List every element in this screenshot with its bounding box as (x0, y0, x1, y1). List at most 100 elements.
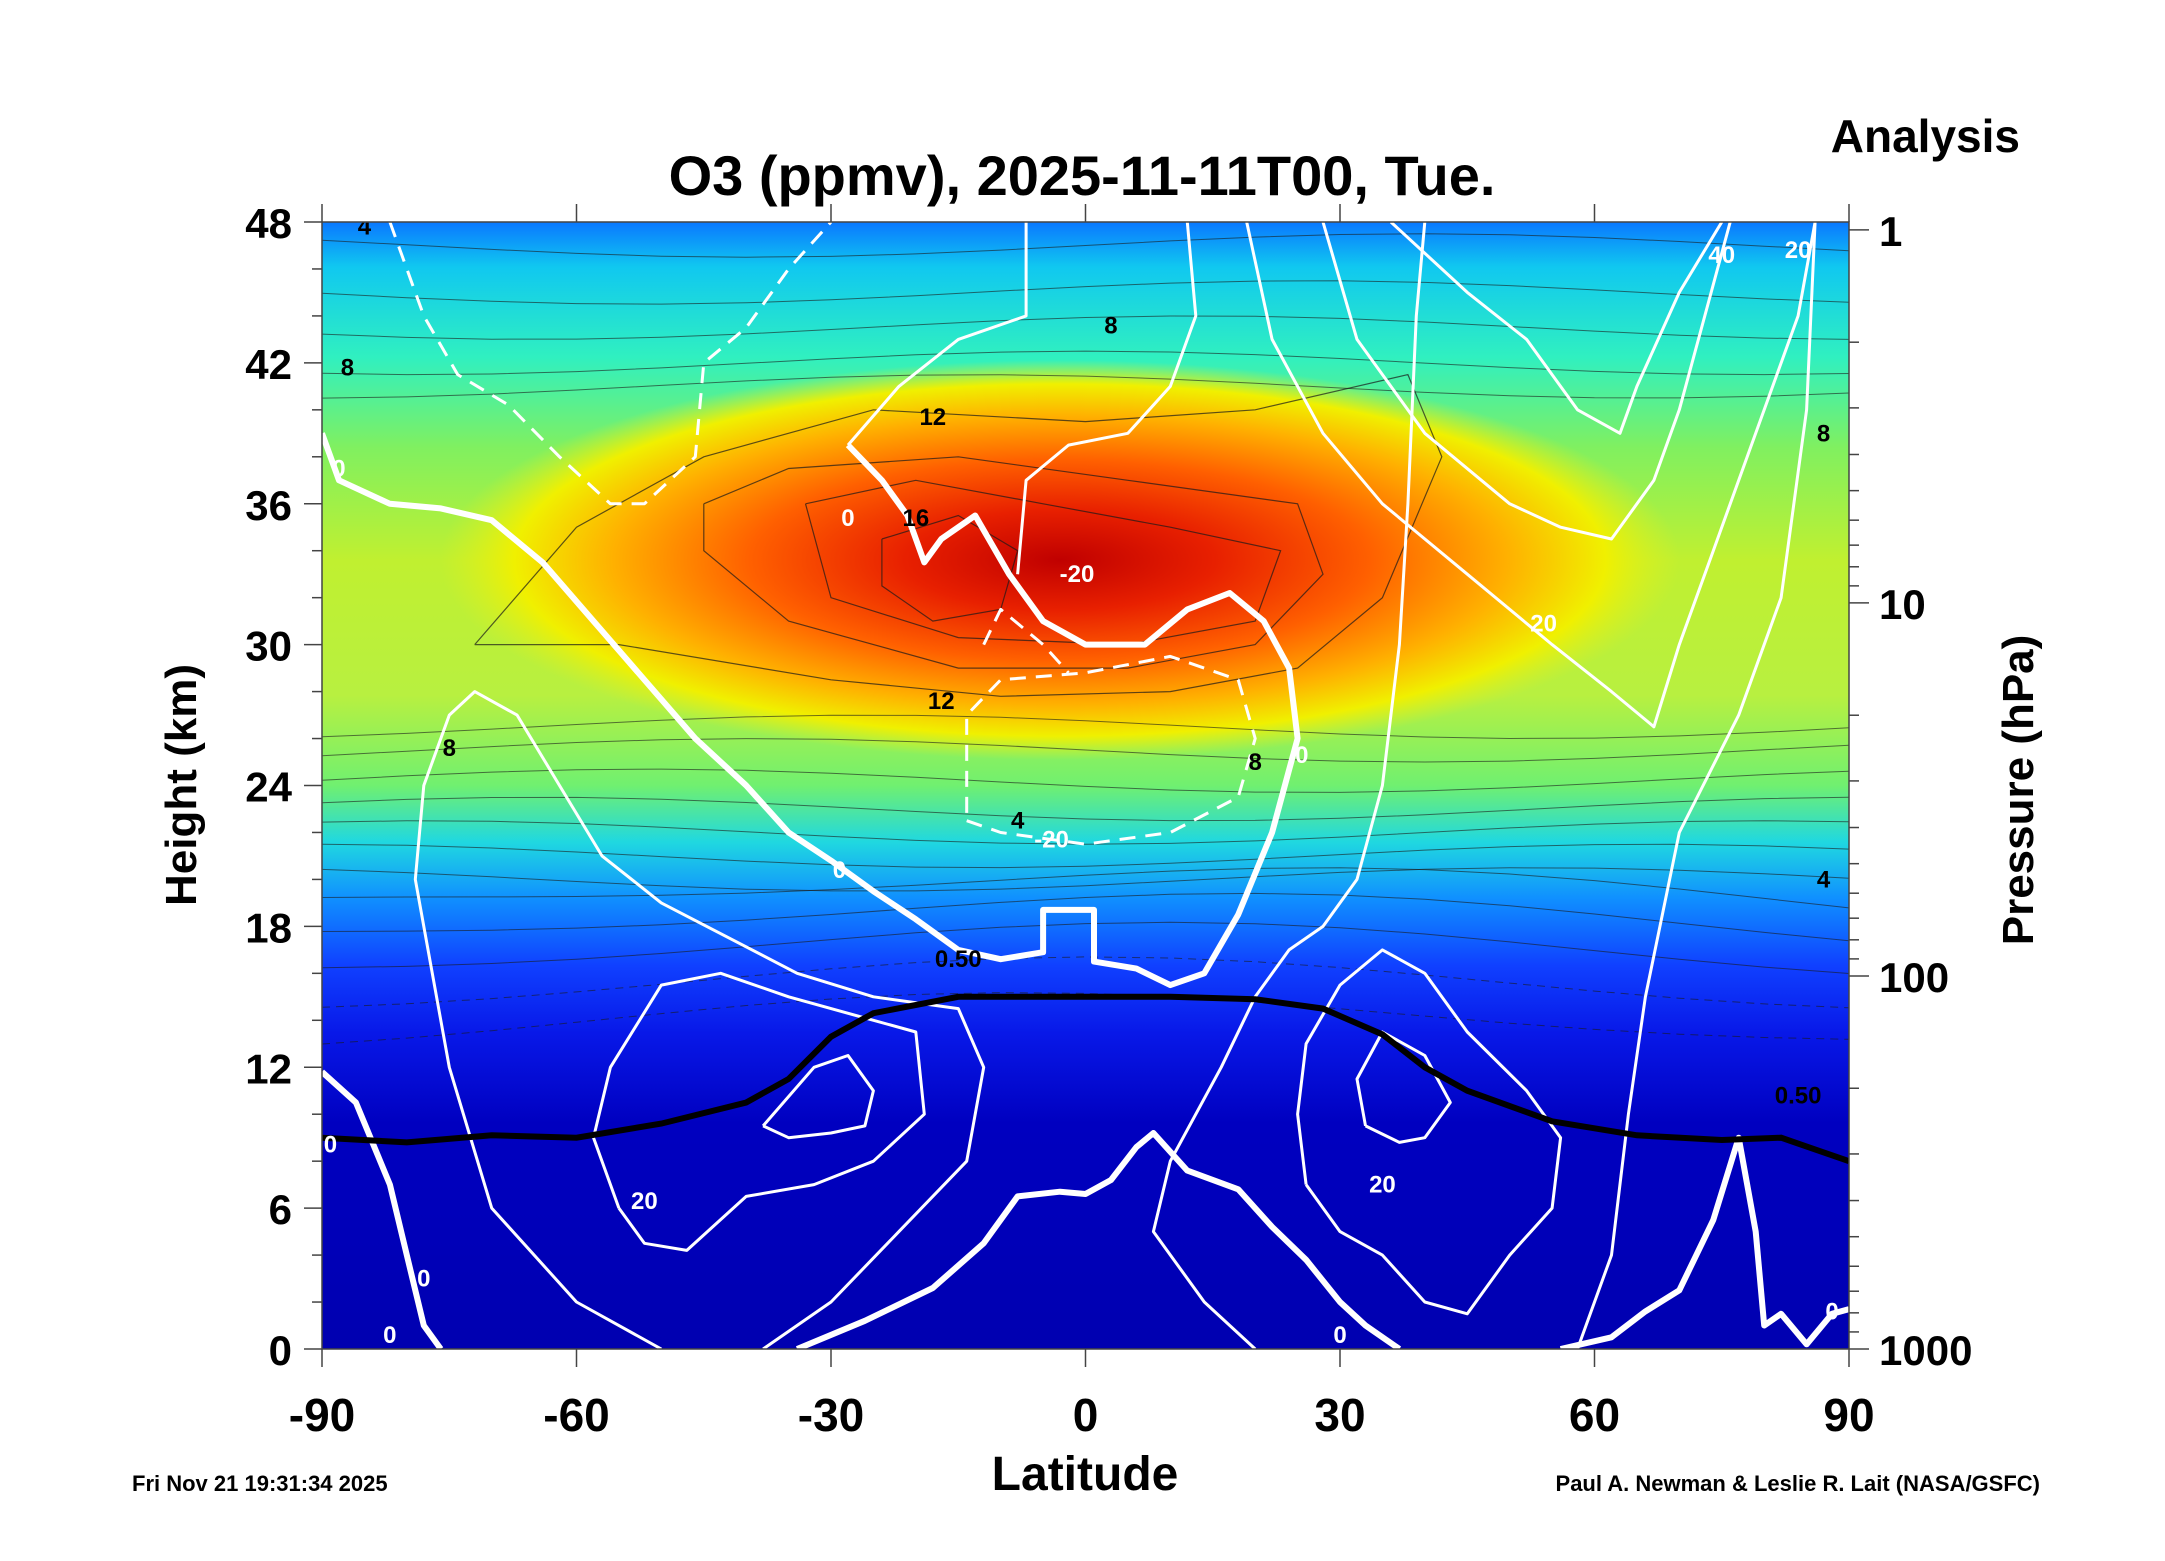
x-axis-label: Latitude (992, 1448, 1179, 1501)
ozone-contour-ring (474, 373, 1443, 697)
ozone-maximum-region (440, 360, 1680, 760)
wind-contour-label: 0 (417, 1266, 430, 1293)
ozone-contour-label: 8 (1248, 749, 1261, 776)
wind-contour-label: 20 (1785, 237, 1812, 264)
x-tick-label: 60 (1569, 1389, 1620, 1441)
ozone-contour-label: 8 (443, 735, 456, 762)
wind-contour--20 (388, 222, 833, 506)
y-tick-label: 42 (245, 341, 292, 388)
wind-contour-label: 0 (841, 505, 854, 532)
wind-contour-0 (322, 432, 1301, 989)
x-tick-label: 90 (1823, 1389, 1874, 1441)
wind-contour-20 (592, 971, 926, 1252)
y-tick-label: 18 (245, 904, 292, 951)
wind-contour-label: 0 (1825, 1298, 1838, 1325)
ozone-contour-label: 12 (928, 688, 955, 715)
wind-contour-0 (1559, 1134, 1849, 1349)
wind-contour--20 (982, 607, 1070, 674)
ozone-contour-label: 0.50 (935, 946, 982, 973)
ozone-contour-line (322, 768, 1849, 793)
x-tick-label: 30 (1314, 1389, 1365, 1441)
timestamp: Fri Nov 21 19:31:34 2025 (132, 1471, 388, 1496)
wind-contour--20 (965, 654, 1257, 846)
ozone-contour-line (322, 796, 1849, 822)
ozone-contour-label: 8 (1817, 420, 1830, 447)
wind-contour-20 (846, 222, 1028, 447)
x-tick-label: -90 (289, 1389, 355, 1441)
wind-contour-0 (795, 1130, 1402, 1349)
ozone-contour-line (322, 315, 1849, 340)
x-tick-label: 0 (1073, 1389, 1099, 1441)
ozone-contour-label: 0.50 (1775, 1082, 1822, 1109)
tropopause-line (322, 993, 1849, 1165)
y-tick-label: 30 (245, 623, 292, 670)
wind-contour-label: -20 (1060, 561, 1095, 588)
y-tick-label: 48 (245, 200, 292, 247)
ozone-contour-ring (703, 456, 1324, 669)
wind-contour-label: -20 (1034, 827, 1069, 854)
wind-contour-label: 0 (332, 456, 345, 483)
ozone-contour-line (322, 956, 1849, 1009)
wind-contour-label: 0 (324, 1132, 337, 1159)
wind-contour-40 (1245, 222, 1817, 729)
credit: Paul A. Newman & Leslie R. Lait (NASA/GS… (1556, 1471, 2040, 1496)
wind-contour-40 (761, 1054, 875, 1140)
wind-contour-20 (413, 690, 986, 1349)
wind-contour-label: 0 (383, 1322, 396, 1349)
wind-contour-label: 0 (1295, 742, 1308, 769)
contour-labels: 4 8 8 12 16 12 8 8 4 8 4 0.50 0.50 0 0 -20 40 20 20 0 -20 0 20… (324, 214, 1839, 1349)
y2-tick-label: 10 (1879, 581, 1926, 628)
ozone-contour-line (322, 921, 1849, 974)
wind-contour-20 (1151, 222, 1427, 1349)
analysis-label: Analysis (1831, 110, 2020, 162)
ozone-contour-line (322, 714, 1849, 740)
wind-contour-60 (1321, 222, 1732, 541)
ozone-contour-line (322, 350, 1849, 376)
ozone-contour-line (322, 867, 1849, 892)
wind-contour-80 (1389, 222, 1724, 435)
y2-tick-label: 100 (1879, 954, 1949, 1001)
wind-contour-20 (1016, 222, 1198, 575)
ozone-contour-line (322, 820, 1849, 845)
x-tick-label: -60 (543, 1389, 609, 1441)
y-tick-label: 0 (269, 1327, 292, 1374)
ozone-contour-label: 4 (1817, 866, 1831, 893)
ozone-contour-label: 16 (902, 505, 929, 532)
ozone-contour-label: 4 (1011, 808, 1025, 835)
ozone-contours (322, 233, 1849, 1045)
ozone-contour-line (322, 867, 1849, 909)
ozone-contour-line (322, 233, 1849, 258)
ozone-contour-label: 8 (1104, 312, 1117, 339)
wind-contour-0 (322, 1069, 444, 1349)
wind-contour-label: 0 (833, 857, 846, 884)
ozone-contour-ring (804, 479, 1282, 646)
ozone-contour-line (322, 843, 1849, 869)
wind-contours (322, 222, 1849, 1349)
ozone-contour-label: 4 (358, 214, 372, 241)
y-axis-label: Height (km) (157, 664, 206, 906)
y-tick-label: 6 (269, 1186, 292, 1233)
wind-contour-label: 40 (1708, 242, 1735, 269)
ozone-contour-line (322, 738, 1849, 763)
y-tick-label: 24 (245, 764, 292, 811)
ozone-contour-line (322, 280, 1849, 305)
wind-contour-label: 0 (1333, 1322, 1346, 1349)
ozone-contour-line (322, 374, 1849, 399)
chart-title: O3 (ppmv), 2025-11-11T00, Tue. (669, 144, 1496, 207)
y-tick-label: 36 (245, 482, 292, 529)
y-tick-label: 12 (245, 1045, 292, 1092)
tropopause (322, 993, 1849, 1165)
ozone-contour-label: 12 (919, 404, 946, 431)
wind-contour-20 (1576, 222, 1817, 1349)
wind-contour-label: 20 (631, 1188, 658, 1215)
x-tick-label: -30 (798, 1389, 864, 1441)
wind-contour-label: 20 (1530, 610, 1557, 637)
ozone-contour-line (322, 892, 1849, 942)
ozone-contour-line (322, 992, 1849, 1045)
ozone-contour-label: 8 (341, 355, 354, 382)
y2-axis-label: Pressure (hPa) (1994, 635, 2043, 946)
y2-tick-label: 1 (1879, 208, 1902, 255)
wind-contour-label: 20 (1369, 1172, 1396, 1199)
